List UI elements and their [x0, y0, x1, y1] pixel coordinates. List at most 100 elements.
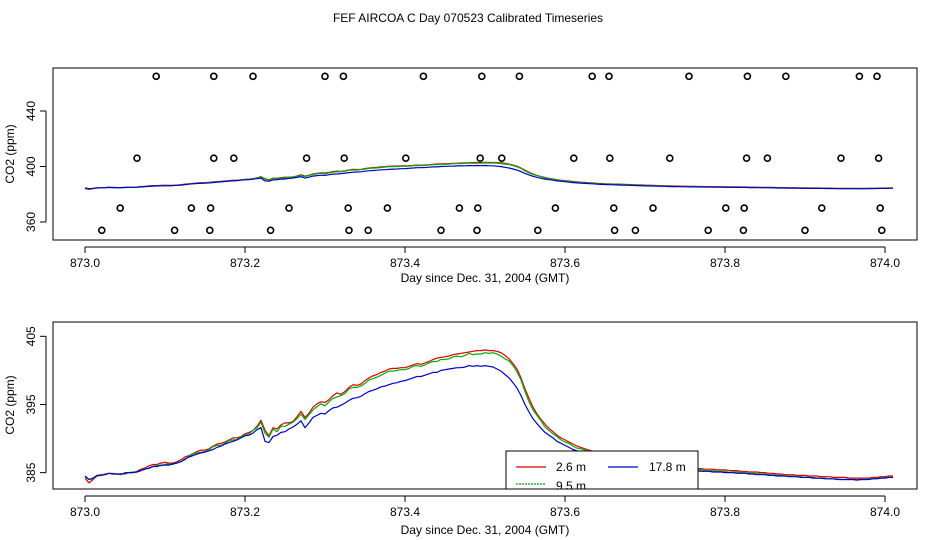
- top-series-line-9-5-m: [84, 162, 889, 190]
- top-x-tick-label: 873.8: [710, 256, 740, 270]
- marker-point: [339, 72, 348, 81]
- marker-point: [383, 204, 392, 212]
- top-series-line-17-8-m: [84, 164, 893, 190]
- marker-point: [855, 72, 864, 81]
- bottom-y-tick-label: 395: [24, 394, 38, 414]
- marker-point: [877, 226, 886, 235]
- top-plot-frame: [52, 67, 918, 241]
- marker-point: [837, 154, 845, 162]
- marker-point: [609, 204, 618, 212]
- bottom-y-axis: 385 395 405: [24, 326, 47, 483]
- bottom-x-tick-label: 873.0: [70, 505, 100, 519]
- marker-point: [817, 204, 826, 212]
- legend-label-17-8m: 17.8 m: [649, 460, 686, 474]
- marker-point: [133, 154, 141, 162]
- marker-point: [419, 72, 428, 81]
- panel-top-chart: 873.0 873.2 873.4 873.6 873.8 874.0 360 400 440…: [3, 67, 918, 285]
- marker-point: [610, 226, 619, 235]
- marker-point: [763, 154, 772, 162]
- top-x-tick-label: 873.4: [390, 256, 420, 270]
- top-x-axis: 873.0 873.2 873.4 873.6 873.8 874.0: [70, 246, 900, 270]
- top-y-label: CO2 (ppm): [3, 124, 17, 183]
- marker-point: [116, 204, 124, 212]
- top-markers: [98, 72, 886, 235]
- marker-point: [742, 154, 751, 162]
- marker-point: [401, 154, 410, 162]
- bottom-x-tick-label: 874.0: [870, 505, 900, 519]
- marker-point: [497, 154, 506, 162]
- legend-label-9-5m: 9.5 m: [556, 479, 586, 493]
- marker-point: [515, 72, 524, 81]
- marker-point: [781, 72, 790, 81]
- top-series-lines: [84, 161, 893, 190]
- marker-point: [210, 72, 218, 81]
- marker-point: [721, 204, 730, 212]
- marker-point: [98, 226, 106, 235]
- marker-point: [473, 204, 482, 212]
- marker-point: [665, 154, 674, 162]
- marker-point: [266, 226, 275, 235]
- bottom-y-tick-label: 405: [24, 326, 38, 346]
- marker-point: [876, 204, 885, 212]
- marker-point: [249, 72, 257, 81]
- marker-point: [285, 204, 293, 212]
- marker-point: [533, 226, 542, 235]
- legend-label-2-6m: 2.6 m: [556, 460, 586, 474]
- top-x-tick-label: 873.6: [550, 256, 580, 270]
- bottom-series-lines: [84, 349, 893, 484]
- marker-point: [704, 226, 713, 235]
- legend-box: [505, 450, 699, 490]
- marker-point: [631, 226, 640, 235]
- marker-point: [437, 226, 445, 235]
- marker-point: [477, 72, 486, 81]
- marker-point: [649, 204, 657, 212]
- marker-point: [551, 204, 560, 212]
- bottom-series-line-2-6-m: [84, 349, 893, 484]
- bottom-x-tick-label: 873.2: [230, 505, 260, 519]
- marker-point: [345, 226, 353, 235]
- bottom-x-tick-label: 873.6: [550, 505, 580, 519]
- bottom-x-tick-label: 873.4: [390, 505, 420, 519]
- marker-point: [364, 226, 373, 235]
- bottom-series-line-9-5-m: [84, 352, 889, 481]
- marker-point: [206, 204, 215, 212]
- marker-point: [740, 204, 749, 212]
- marker-point: [152, 72, 160, 81]
- bottom-x-label: Day since Dec. 31, 2004 (GMT): [401, 523, 570, 537]
- bottom-y-label: CO2 (ppm): [3, 375, 17, 434]
- bottom-x-tick-label: 873.8: [710, 505, 740, 519]
- marker-point: [473, 226, 481, 235]
- marker-point: [739, 226, 748, 235]
- marker-point: [210, 154, 218, 162]
- marker-point: [874, 154, 883, 162]
- figure-title: FEF AIRCOA C Day 070523 Calibrated Times…: [333, 11, 603, 25]
- top-y-tick-label: 400: [24, 156, 38, 176]
- top-x-tick-label: 873.2: [230, 256, 260, 270]
- top-x-tick-label: 873.0: [70, 256, 100, 270]
- marker-point: [230, 154, 238, 162]
- marker-point: [170, 226, 179, 235]
- panel-bottom-chart: 873.0 873.2 873.4 873.6 873.8 874.0 385 395 405…: [3, 321, 918, 537]
- top-x-label: Day since Dec. 31, 2004 (GMT): [401, 271, 570, 285]
- marker-point: [187, 204, 196, 212]
- marker-point: [321, 72, 329, 81]
- top-y-tick-label: 360: [24, 212, 38, 232]
- marker-point: [455, 204, 464, 212]
- bottom-series-line-17-8-m: [84, 365, 893, 481]
- marker-point: [743, 72, 752, 81]
- bottom-x-axis: 873.0 873.2 873.4 873.6 873.8 874.0: [70, 495, 900, 519]
- marker-point: [302, 154, 311, 162]
- marker-point: [605, 154, 614, 162]
- top-series-line-2-6-m: [84, 161, 893, 190]
- bottom-plot-frame: [52, 321, 918, 490]
- marker-point: [206, 226, 214, 235]
- top-x-tick-label: 874.0: [870, 256, 900, 270]
- marker-point: [569, 154, 578, 162]
- top-y-axis: 360 400 440: [24, 101, 47, 232]
- marker-point: [340, 154, 349, 162]
- top-y-tick-label: 440: [24, 101, 38, 121]
- marker-point: [588, 72, 597, 81]
- marker-point: [801, 226, 809, 235]
- bottom-y-tick-label: 385: [24, 462, 38, 482]
